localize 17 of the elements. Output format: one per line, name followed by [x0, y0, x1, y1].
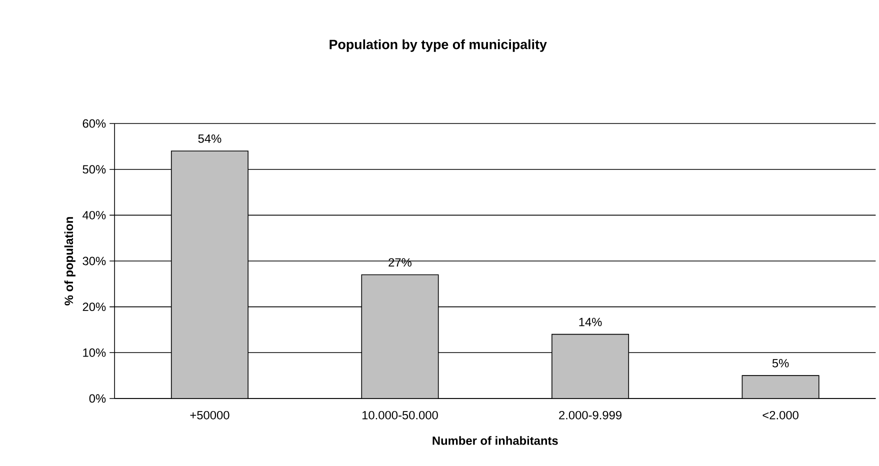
chart-title: Population by type of municipality [330, 39, 547, 52]
x-axis-title: Number of inhabitants [432, 436, 558, 445]
y-tick-label: 30% [82, 256, 106, 266]
y-axis-title: % of population [64, 216, 76, 306]
x-tick-label: +50000 [190, 410, 230, 420]
y-tick-label: 10% [83, 348, 106, 357]
x-tick-label: <2.000 [762, 410, 798, 420]
y-tick-label: 60% [82, 119, 106, 128]
x-tick-label: 10.000-50.000 [362, 410, 438, 420]
data-label: 54% [198, 134, 222, 143]
y-tick-label: 40% [82, 210, 106, 220]
y-tick-label: 50% [82, 165, 106, 174]
x-tick-label: 2.000-9.999 [559, 410, 622, 420]
y-tick-label: 20% [82, 302, 106, 311]
data-label: 14% [579, 318, 602, 326]
y-tick-label: 0% [89, 394, 106, 403]
data-label: 5% [772, 358, 789, 368]
